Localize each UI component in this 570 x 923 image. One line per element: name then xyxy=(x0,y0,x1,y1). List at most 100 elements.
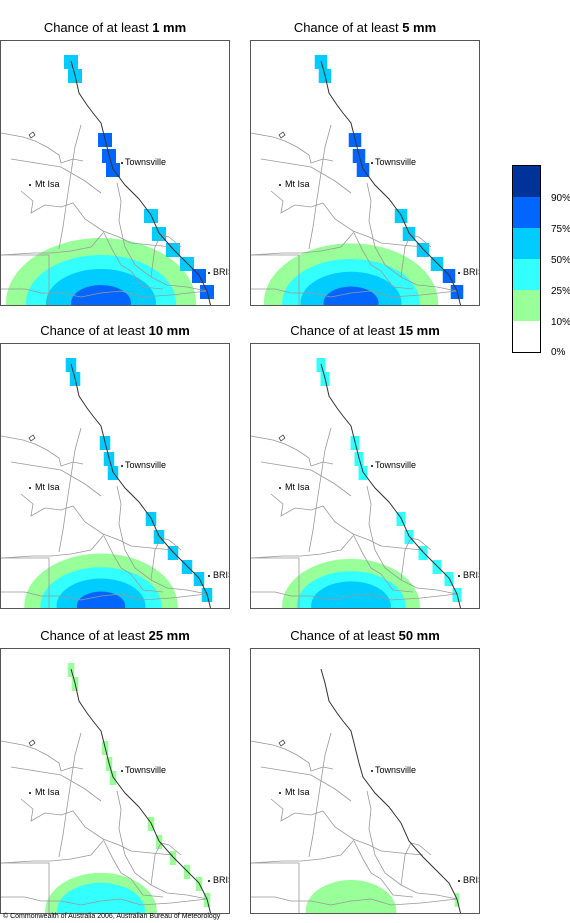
rainfall-probability-area xyxy=(71,285,131,305)
district-boundary xyxy=(1,840,104,864)
legend-label: 0% xyxy=(551,347,566,358)
district-boundary xyxy=(260,461,352,497)
townsville-label: Townsville xyxy=(375,157,416,167)
bris-label: BRIS xyxy=(463,570,479,580)
mt-isa-label: Mt Isa xyxy=(285,179,310,189)
legend-label: 90% xyxy=(551,193,570,204)
district-boundary xyxy=(251,740,334,772)
map-canvas: Townsville Mt Isa BRIS xyxy=(251,668,479,913)
rainfall-probability-area xyxy=(323,286,379,305)
district-boundary xyxy=(1,435,84,467)
map-canvas: Townsville Mt Isa BRIS xyxy=(251,358,479,608)
coastline xyxy=(320,363,462,608)
town-marker xyxy=(29,184,31,186)
panel-25mm: Chance of at least 25 mm Townsville Mt Is… xyxy=(0,628,230,914)
district-boundary xyxy=(10,158,102,194)
rainfall-probability-area xyxy=(305,879,397,913)
district-boundary xyxy=(251,435,334,467)
town-marker xyxy=(121,465,123,467)
coastal-rainfall-cell xyxy=(416,243,430,257)
legend-swatch xyxy=(513,166,540,197)
map-canvas: Townsville Mt Isa BRIS xyxy=(1,55,229,305)
district-boundary xyxy=(1,591,208,601)
district-boundary xyxy=(251,232,354,256)
coastline xyxy=(70,668,212,913)
district-boundary xyxy=(58,124,82,250)
district-boundary xyxy=(251,288,458,298)
coastal-rainfall-cell xyxy=(155,835,163,849)
island xyxy=(278,131,286,139)
island xyxy=(28,434,36,442)
district-boundary xyxy=(251,840,354,864)
map-canvas: Townsville Mt Isa BRIS xyxy=(251,55,479,305)
state-border xyxy=(251,254,300,305)
district-boundary xyxy=(1,896,208,906)
legend-label: 10% xyxy=(551,317,570,328)
coastline xyxy=(320,60,462,305)
rainfall-probability-area xyxy=(76,591,126,608)
district-boundary xyxy=(102,230,164,290)
town-marker xyxy=(371,770,373,772)
mt-isa-label: Mt Isa xyxy=(35,482,60,492)
town-marker xyxy=(208,880,210,882)
coastal-rainfall-cell xyxy=(169,851,177,865)
district-boundary xyxy=(116,790,208,900)
town-marker xyxy=(279,792,281,794)
district-boundary xyxy=(270,798,424,856)
coastline xyxy=(70,60,212,305)
state-border xyxy=(251,862,300,913)
district-boundary xyxy=(20,798,174,856)
townsville-label: Townsville xyxy=(375,765,416,775)
district-boundary xyxy=(20,493,174,551)
rainfall-map: Townsville Mt Isa BRIS xyxy=(0,648,230,914)
coastal-rainfall-cell xyxy=(183,865,191,879)
town-marker xyxy=(458,880,460,882)
district-boundary xyxy=(20,190,174,248)
legend-label: 75% xyxy=(551,224,570,235)
district-boundary xyxy=(10,766,102,802)
district-boundary xyxy=(251,535,354,559)
panel-50mm: Chance of at least 50 mm Townsville Mt Is… xyxy=(250,628,480,914)
rainfall-map: Townsville Mt Isa BRIS xyxy=(250,343,480,609)
state-border xyxy=(1,557,50,608)
district-boundary xyxy=(58,732,82,858)
map-canvas: Townsville Mt Isa BRIS xyxy=(1,358,229,608)
coastal-rainfall-cell xyxy=(166,243,180,257)
state-border xyxy=(251,557,300,608)
coastal-rainfall-cell xyxy=(109,771,117,785)
copyright-notice: © Commonwealth of Australia 2006, Austra… xyxy=(3,913,221,920)
district-boundary xyxy=(352,838,414,898)
coastline xyxy=(320,668,462,913)
bris-label: BRIS xyxy=(213,570,229,580)
townsville-label: Townsville xyxy=(375,460,416,470)
town-marker xyxy=(458,272,460,274)
island xyxy=(278,739,286,747)
mt-isa-label: Mt Isa xyxy=(35,787,60,797)
district-boundary xyxy=(251,591,458,601)
rainfall-probability-area xyxy=(311,581,391,608)
coastal-rainfall-cell xyxy=(402,227,416,241)
legend-swatch xyxy=(513,290,540,321)
mt-isa-label: Mt Isa xyxy=(285,482,310,492)
coastal-rainfall-cell xyxy=(358,466,368,480)
legend-label: 50% xyxy=(551,255,570,266)
bris-label: BRIS xyxy=(213,875,229,885)
district-boundary xyxy=(1,740,84,772)
town-marker xyxy=(29,487,31,489)
coastal-rainfall-cell xyxy=(107,466,119,480)
district-boundary xyxy=(102,533,164,593)
panel-title: Chance of at least 15 mm xyxy=(290,323,440,338)
district-boundary xyxy=(10,461,102,497)
district-boundary xyxy=(366,182,458,292)
district-boundary xyxy=(308,124,332,250)
district-boundary xyxy=(1,132,84,164)
panel-title: Chance of at least 5 mm xyxy=(293,20,437,35)
map-canvas: Townsville Mt Isa BRIS xyxy=(1,663,229,913)
island xyxy=(28,739,36,747)
coastal-rainfall-cell xyxy=(181,560,193,574)
island xyxy=(28,131,36,139)
district-boundary xyxy=(58,427,82,553)
town-marker xyxy=(208,272,210,274)
district-boundary xyxy=(366,790,458,900)
rainfall-map: Townsville Mt Isa BRIS xyxy=(250,648,480,914)
